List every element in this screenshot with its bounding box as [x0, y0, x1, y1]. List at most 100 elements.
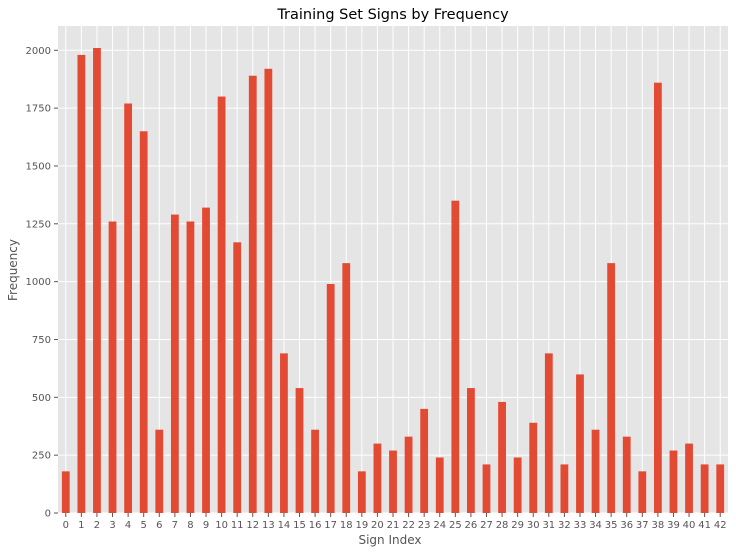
bar-sign-26 [467, 388, 475, 513]
bar-sign-23 [420, 408, 429, 513]
y-axis-ticks: 0 250 500 750 1000 1250 1500 1750 2000 [26, 46, 58, 520]
bar-sign-0 [61, 471, 70, 513]
x-tick-label: 21 [387, 520, 400, 531]
bar-sign-17 [326, 283, 335, 513]
y-tick-label: 0 [45, 509, 51, 520]
bar-sign-2 [93, 47, 101, 513]
y-tick-label: 1500 [26, 161, 51, 172]
x-tick-label: 17 [324, 520, 337, 531]
x-tick-label: 14 [278, 520, 291, 531]
x-tick-label: 4 [125, 520, 131, 531]
x-tick-label: 7 [172, 520, 178, 531]
x-tick-label: 41 [698, 520, 711, 531]
bar-sign-29 [513, 457, 522, 513]
x-tick-label: 36 [620, 520, 633, 531]
y-tick-label: 2000 [26, 46, 51, 57]
bar-sign-24 [435, 457, 444, 513]
bar-sign-34 [591, 429, 600, 513]
x-tick-label: 3 [109, 520, 115, 531]
y-tick-label: 1000 [26, 277, 51, 288]
x-tick-label: 0 [63, 520, 69, 531]
bar-sign-6 [155, 429, 164, 513]
bar-sign-4 [124, 103, 133, 513]
x-tick-label: 27 [480, 520, 493, 531]
y-tick-label: 750 [32, 335, 51, 346]
x-tick-label: 31 [542, 520, 555, 531]
x-tick-label: 24 [433, 520, 446, 531]
x-tick-label: 33 [574, 520, 587, 531]
x-tick-label: 42 [714, 520, 727, 531]
bar-sign-37 [638, 471, 647, 513]
bar-sign-28 [498, 401, 506, 513]
bar-sign-1 [77, 54, 86, 513]
x-tick-label: 6 [156, 520, 162, 531]
bar-sign-22 [404, 436, 413, 513]
x-tick-label: 15 [293, 520, 306, 531]
x-tick-label: 2 [94, 520, 100, 531]
bar-sign-10 [217, 96, 226, 514]
x-tick-label: 38 [652, 520, 665, 531]
x-tick-label: 32 [558, 520, 571, 531]
bar-sign-8 [186, 221, 195, 513]
bar-sign-38 [653, 82, 662, 514]
y-axis-label: Frequency [6, 239, 20, 301]
bar-sign-20 [373, 443, 382, 513]
bar-sign-19 [357, 471, 366, 513]
bar-sign-12 [248, 75, 257, 513]
bar-sign-30 [529, 422, 538, 513]
x-tick-label: 37 [636, 520, 649, 531]
bar-sign-5 [139, 131, 148, 513]
x-tick-label: 39 [667, 520, 680, 531]
x-tick-label: 28 [496, 520, 509, 531]
x-tick-label: 12 [246, 520, 259, 531]
bar-sign-14 [280, 353, 288, 513]
y-tick-label: 250 [32, 451, 51, 462]
x-tick-label: 22 [402, 520, 415, 531]
bar-sign-39 [669, 450, 678, 513]
x-tick-label: 11 [231, 520, 244, 531]
x-tick-label: 30 [527, 520, 540, 531]
bar-sign-21 [389, 450, 397, 513]
chart-title: Training Set Signs by Frequency [276, 7, 509, 23]
x-tick-label: 13 [262, 520, 275, 531]
bar-sign-40 [685, 443, 693, 513]
x-tick-label: 20 [371, 520, 384, 531]
bar-sign-18 [342, 263, 351, 513]
bar-sign-31 [544, 353, 553, 513]
x-tick-label: 19 [355, 520, 368, 531]
x-tick-label: 40 [683, 520, 696, 531]
x-tick-label: 10 [215, 520, 228, 531]
x-tick-label: 18 [340, 520, 353, 531]
bars [61, 47, 725, 514]
bar-sign-3 [108, 221, 117, 513]
x-axis-label: Sign Index [358, 533, 421, 547]
bar-sign-35 [607, 263, 616, 513]
bar-sign-25 [451, 200, 460, 513]
bar-sign-15 [295, 388, 304, 513]
x-tick-label: 29 [511, 520, 524, 531]
bar-sign-16 [311, 429, 319, 513]
x-axis-ticks: 0 1 2 3 4 5 6 7 8 9 10 11 12 13 14 15 16 17 18 19 20 21 22 23 24… [63, 513, 727, 531]
x-tick-label: 35 [605, 520, 618, 531]
x-tick-label: 26 [465, 520, 478, 531]
x-tick-label: 8 [187, 520, 193, 531]
x-tick-label: 23 [418, 520, 431, 531]
bar-sign-9 [202, 207, 210, 513]
x-tick-label: 9 [203, 520, 209, 531]
x-tick-label: 5 [141, 520, 147, 531]
x-tick-label: 34 [589, 520, 602, 531]
bar-sign-27 [482, 464, 491, 513]
y-tick-label: 1750 [26, 104, 51, 115]
bar-sign-42 [716, 464, 725, 513]
bar-sign-36 [622, 436, 631, 513]
x-tick-label: 16 [309, 520, 322, 531]
x-tick-label: 1 [78, 520, 84, 531]
y-tick-label: 1250 [26, 219, 51, 230]
bar-sign-41 [700, 464, 709, 513]
y-tick-label: 500 [32, 393, 51, 404]
bar-sign-32 [560, 464, 569, 513]
bar-sign-11 [233, 242, 242, 513]
bar-sign-13 [264, 68, 273, 513]
x-tick-label: 25 [449, 520, 462, 531]
